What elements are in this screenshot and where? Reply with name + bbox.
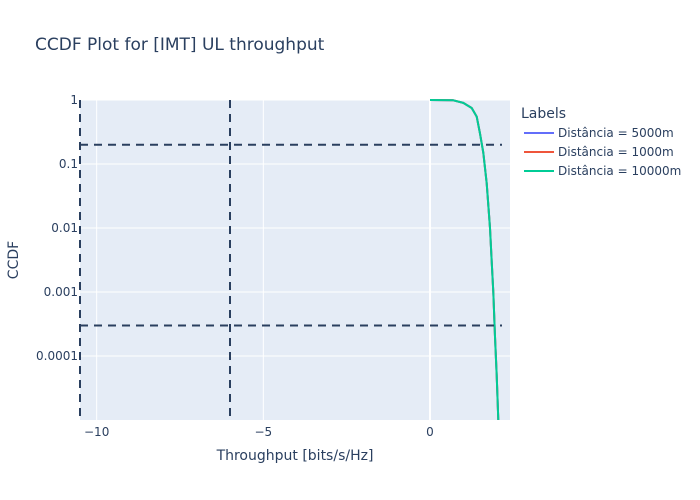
legend-label-1: Distância = 5000m: [558, 126, 674, 140]
y-tick-label: 0.0001: [36, 349, 78, 363]
reference-lines: [79, 100, 502, 420]
x-tick-labels: −10 −5 0: [84, 425, 434, 439]
x-axis-title: Throughput [bits/s/Hz]: [216, 448, 374, 464]
series-lines: [429, 99, 500, 421]
legend: Labels Distância = 5000m Distância = 1000…: [521, 106, 681, 178]
y-axis-title: CCDF: [6, 241, 22, 279]
legend-title: Labels: [521, 106, 566, 122]
plot-area: [80, 100, 510, 420]
grid-lines: [80, 99, 510, 420]
x-tick-label: 0: [426, 425, 434, 439]
legend-label-2: Distância = 1000m: [558, 145, 674, 159]
y-tick-labels: 1 0.1 0.01 0.001 0.0001: [36, 93, 78, 363]
legend-label-3: Distância = 10000m: [558, 164, 681, 178]
y-tick-label: 1: [70, 93, 78, 107]
y-tick-label: 0.1: [59, 157, 78, 171]
series-line-3: [429, 99, 500, 421]
chart-title: CCDF Plot for [IMT] UL throughput: [35, 35, 325, 55]
legend-items: Distância = 5000m Distância = 1000m Distân…: [524, 126, 681, 178]
y-tick-label: 0.01: [51, 221, 78, 235]
x-tick-label: −5: [254, 425, 272, 439]
y-tick-label: 0.001: [44, 285, 78, 299]
x-tick-label: −10: [84, 425, 109, 439]
